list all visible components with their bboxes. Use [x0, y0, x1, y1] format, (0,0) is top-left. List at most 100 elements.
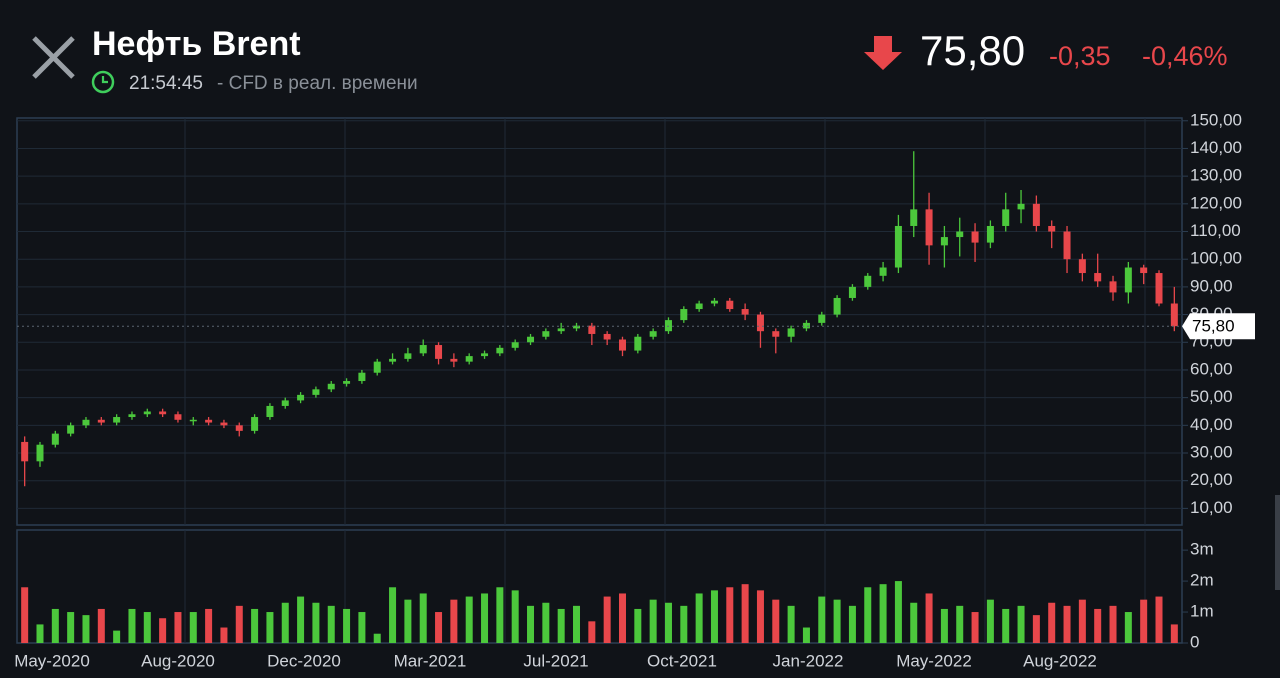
volume-bar: [389, 587, 397, 643]
volume-bar: [956, 605, 964, 643]
candle-body: [940, 237, 948, 246]
volume-tick-label: 0: [1190, 632, 1199, 651]
volume-bar: [113, 630, 121, 643]
volume-bar: [833, 599, 841, 643]
volume-bar: [1170, 624, 1178, 643]
volume-bar: [373, 633, 381, 643]
volume-bar: [818, 596, 826, 643]
candle-body: [358, 372, 366, 382]
candle-body: [159, 411, 167, 415]
volume-bar: [588, 621, 596, 643]
volume-bar: [1140, 599, 1148, 643]
candle-body: [1002, 209, 1010, 226]
volume-bar: [573, 605, 581, 643]
volume-bar: [1155, 596, 1163, 643]
candle-body: [97, 419, 105, 423]
volume-bar: [220, 627, 228, 643]
candle-body: [618, 339, 626, 351]
candle-body: [864, 275, 872, 287]
x-tick-label: Dec-2020: [267, 651, 341, 670]
down-arrow: [864, 36, 902, 70]
volume-bar: [465, 596, 473, 643]
volume-bar: [435, 612, 443, 643]
candle-body: [1140, 267, 1148, 274]
candle-body: [1048, 225, 1056, 232]
candle-body: [1078, 259, 1086, 274]
volume-bar: [1048, 602, 1056, 643]
close-icon[interactable]: [32, 36, 75, 79]
candle-body: [664, 320, 672, 332]
volume-bar: [235, 605, 243, 643]
volume-bar: [726, 587, 734, 643]
candle-body: [67, 425, 75, 434]
volume-bar: [542, 602, 550, 643]
candle-body: [573, 325, 581, 329]
y-tick-label: 150,00: [1190, 110, 1242, 129]
candle-body: [986, 225, 994, 243]
candle-body: [634, 336, 642, 351]
candle-body: [312, 389, 320, 395]
volume-bar: [343, 608, 351, 643]
candle-body: [205, 419, 213, 423]
candle-body: [419, 345, 427, 354]
volume-bar: [266, 612, 274, 643]
candle-body: [465, 356, 473, 362]
candle-body: [1155, 273, 1163, 304]
volume-bar: [496, 587, 504, 643]
candle-body: [21, 441, 29, 462]
candle-body: [680, 309, 688, 321]
candle-body: [174, 414, 182, 420]
y-tick-label: 50,00: [1190, 387, 1233, 406]
candle-body: [802, 322, 810, 329]
volume-bar: [695, 593, 703, 643]
time: 21:54:45: [129, 73, 203, 94]
x-tick-label: Jul-2021: [523, 651, 588, 670]
candle-body: [588, 325, 596, 334]
candle-body: [51, 433, 59, 445]
candle-body: [450, 358, 458, 362]
volume-bar: [358, 612, 366, 643]
candle-body: [496, 347, 504, 354]
candle-body: [848, 286, 856, 298]
volume-bar: [940, 608, 948, 643]
volume-bar: [925, 593, 933, 643]
candle-body: [82, 419, 90, 426]
volume-bar: [864, 587, 872, 643]
volume-bar: [971, 612, 979, 643]
volume-bar: [710, 590, 718, 643]
subtitle: - CFD в реал. времени: [217, 73, 418, 94]
volume-bar: [312, 602, 320, 643]
last-price-tag: [1182, 313, 1255, 340]
candle-body: [649, 331, 657, 337]
volume-bar: [251, 608, 259, 643]
volume-bar: [557, 608, 565, 643]
volume-bar: [680, 605, 688, 643]
candle-body: [235, 425, 243, 431]
candle-body: [189, 419, 197, 422]
candle-body: [143, 411, 151, 415]
candle-body: [741, 309, 749, 315]
volume-bar: [82, 615, 90, 643]
volume-bar: [404, 599, 412, 643]
volume-bar: [910, 602, 918, 643]
candle-body: [266, 405, 274, 418]
volume-bar: [281, 602, 289, 643]
volume-bar: [1094, 608, 1102, 643]
last-price-label: 75,80: [1192, 317, 1235, 336]
candle-body: [36, 444, 44, 462]
volume-bar: [618, 593, 626, 643]
candle-body: [695, 303, 703, 310]
volume-bar: [1032, 615, 1040, 643]
y-tick-label: 10,00: [1190, 498, 1233, 517]
y-tick-label: 60,00: [1190, 359, 1233, 378]
volume-bar: [649, 599, 657, 643]
candle-body: [1124, 267, 1132, 293]
candle-body: [925, 209, 933, 246]
candle-body: [956, 231, 964, 238]
volume-bar: [634, 608, 642, 643]
volume-bar: [143, 612, 151, 643]
candle-body: [297, 394, 305, 401]
volume-bar: [1002, 608, 1010, 643]
